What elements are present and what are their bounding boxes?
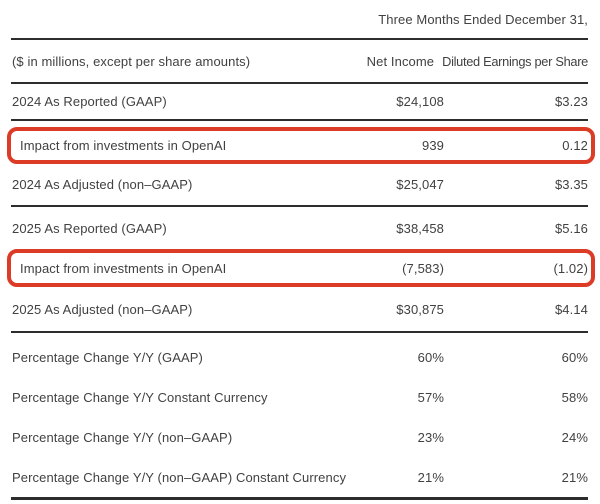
period-header: Three Months Ended December 31, [378,11,588,27]
row-label: Impact from investments in OpenAI [20,138,227,153]
table-row-pct-constant-currency: Percentage Change Y/Y Constant Currency … [11,377,588,417]
table-row-2024-adjusted: 2024 As Adjusted (non–GAAP) $25,047 $3.3… [11,164,588,205]
row-label: 2025 As Reported (GAAP) [12,220,167,236]
net-income-value: 57% [417,389,444,405]
net-income-value: $38,458 [396,220,444,236]
net-income-value: 23% [417,429,444,445]
row-label: 2025 As Adjusted (non–GAAP) [12,301,193,317]
row-label: 2024 As Reported (GAAP) [12,94,167,109]
diluted-eps-value: 0.12 [562,138,588,153]
column-headers: Net Income Diluted Earnings per Share [366,53,589,69]
column-header-row: ($ in millions, except per share amounts… [11,40,588,82]
diluted-eps-value: 60% [561,349,588,365]
divider [11,119,588,121]
divider [11,497,588,500]
diluted-eps-value: $3.23 [554,94,588,109]
diluted-eps-value: (1.02) [553,260,588,276]
net-income-value: $25,047 [396,177,444,192]
column-header-net-income: Net Income [366,53,435,69]
row-label: Impact from investments in OpenAI [20,260,227,276]
divider [11,82,588,84]
column-header-diluted-eps: Diluted Earnings per Share [442,53,588,69]
row-label: Percentage Change Y/Y Constant Currency [12,389,268,405]
row-label: Percentage Change Y/Y (non–GAAP) Constan… [12,469,347,485]
net-income-value: 60% [417,349,444,365]
divider [11,38,588,40]
divider [11,205,588,207]
row-label: Percentage Change Y/Y (non–GAAP) [12,429,233,445]
diluted-eps-value: $5.16 [554,220,588,236]
highlight-box: Impact from investments in OpenAI (7,583… [7,249,595,287]
table-row-pct-gaap: Percentage Change Y/Y (GAAP) 60% 60% [11,337,588,377]
net-income-value: 21% [417,469,444,485]
table-row-2025-openai-impact: Impact from investments in OpenAI (7,583… [11,253,588,283]
net-income-value: $30,875 [396,301,444,317]
diluted-eps-value: 24% [561,429,588,445]
table-row-pct-non-gaap: Percentage Change Y/Y (non–GAAP) 23% 24% [11,417,588,457]
net-income-value: $24,108 [396,94,444,109]
net-income-value: 939 [422,138,444,153]
table-row-2024-reported: 2024 As Reported (GAAP) $24,108 $3.23 [11,84,588,119]
period-header-row: Three Months Ended December 31, [11,0,588,38]
row-label: Percentage Change Y/Y (GAAP) [12,349,203,365]
row-label: 2024 As Adjusted (non–GAAP) [12,177,193,192]
table-row-2025-adjusted: 2025 As Adjusted (non–GAAP) $30,875 $4.1… [11,287,588,331]
diluted-eps-value: 21% [561,469,588,485]
diluted-eps-value: 58% [561,389,588,405]
diluted-eps-value: $3.35 [554,177,588,192]
units-note: ($ in millions, except per share amounts… [12,53,251,69]
divider [11,331,588,333]
table-row-2024-openai-impact: Impact from investments in OpenAI 939 0.… [11,131,588,160]
table-row-2025-reported: 2025 As Reported (GAAP) $38,458 $5.16 [11,207,588,249]
net-income-value: (7,583) [402,260,444,276]
highlight-box: Impact from investments in OpenAI 939 0.… [7,127,595,164]
diluted-eps-value: $4.14 [554,301,588,317]
table-row-pct-non-gaap-constant-currency: Percentage Change Y/Y (non–GAAP) Constan… [11,457,588,497]
